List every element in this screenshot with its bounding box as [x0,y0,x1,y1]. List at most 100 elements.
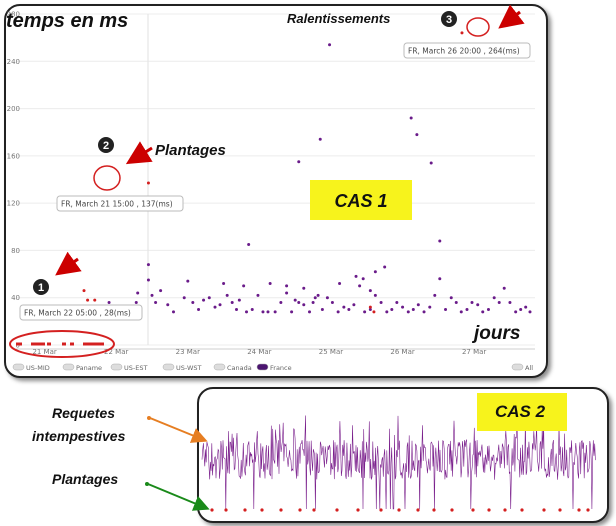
data-point [86,298,90,302]
crash-dot [542,508,546,512]
data-point [293,298,297,302]
marker-2-number: 2 [103,140,109,152]
data-point [409,116,413,120]
crash-dot [577,508,581,512]
arrow-requetes-icon [149,417,208,443]
data-point [361,277,365,281]
x-tick-label: 26 Mar [390,348,414,356]
legend-item-us-est[interactable]: US-EST [110,363,147,372]
x-tick-labels: 21 Mar 22 Mar 23 Mar 24 Mar 25 Mar 26 Mar 27 M… [32,348,486,356]
data-points[interactable] [82,31,532,315]
data-point [320,308,324,312]
data-point [325,296,329,300]
arrow-plantages-origin [145,482,149,486]
cas2-highlight [477,393,567,431]
tooltip-low [19,304,143,321]
data-point [428,305,432,309]
data-point [429,161,433,165]
legend-label: All [525,364,533,372]
data-point [247,243,251,247]
crash-dot [379,508,383,512]
cas1-label: CAS 1 [334,191,387,211]
data-point [336,310,340,314]
data-point [136,291,140,295]
legend-label: France [270,364,292,372]
signal-line [201,415,596,510]
data-point [395,300,399,304]
marker-1-icon [33,279,49,295]
legend-item-us-wst[interactable]: US-WST [162,363,202,372]
intempestives-label: intempestives [32,428,126,444]
data-point [390,308,394,312]
crash-dot [279,508,283,512]
legend-label: US-WST [176,364,202,372]
legend-toggle-icon [511,363,524,371]
data-point [379,300,383,304]
legend-item-paname[interactable]: Paname [62,363,102,372]
crash-dot [487,508,491,512]
data-point [82,289,86,293]
data-point [465,308,469,312]
data-point [182,296,186,300]
data-point [256,293,260,297]
data-point [502,286,506,290]
data-point [406,310,410,314]
data-point [368,308,372,312]
data-point [302,286,306,290]
data-point [268,282,272,286]
legend-item-france[interactable]: France [256,363,292,372]
data-point [146,278,150,282]
data-point [218,303,222,307]
plantage-circle [93,165,121,191]
data-point [524,305,528,309]
data-point [261,310,265,314]
crash-dot [298,508,302,512]
crash-dot [312,508,316,512]
y-tick-label: 80 [11,247,20,255]
data-point [245,310,249,314]
arrow-plantage-icon [125,141,153,165]
tooltip-plantage [56,195,184,212]
legend-item-all[interactable]: All [511,363,533,372]
y-tick-label: 40 [11,294,20,302]
data-point [308,310,312,314]
requetes-label: Requetes [52,405,115,421]
tooltip-ralentissement [403,42,531,59]
data-point [528,310,532,314]
x-tick-label: 21 Mar [32,348,56,356]
tooltip-low-text: FR, March 22 05:00 , 28(ms) [24,309,131,318]
crash-dot [335,508,339,512]
data-point [373,293,377,297]
data-point [191,300,195,304]
legend-item-canada[interactable]: Canada [213,363,252,372]
x-tick-label: 27 Mar [462,348,486,356]
data-point [338,282,342,286]
marker-3-icon [441,11,457,27]
data-point [438,277,442,281]
crash-dot [356,508,360,512]
data-point [330,300,334,304]
y-tick-label: 120 [7,200,20,208]
data-point [433,293,437,297]
ralentissements-label: Ralentissements [287,11,390,26]
y-tick-labels: 04080120160200240280 [7,11,20,350]
data-point [497,300,501,304]
legend-toggle-icon [62,363,75,371]
data-point [242,284,246,288]
data-point [313,296,317,300]
legend[interactable]: US-MID Paname US-EST US-WST Canada France All [12,363,533,372]
data-point [486,308,490,312]
data-point [514,310,518,314]
data-point [358,284,362,288]
data-point [454,300,458,304]
legend-item-us-mid[interactable]: US-MID [12,363,50,372]
data-point [234,308,238,312]
plantages-cas2-label: Plantages [52,471,118,487]
legend-toggle-icon [162,363,175,371]
crash-dot [450,508,454,512]
data-point [166,303,170,307]
legend-label: US-EST [124,364,147,372]
plantages-label: Plantages [155,142,226,159]
crash-dot [586,508,590,512]
data-point [383,265,387,269]
